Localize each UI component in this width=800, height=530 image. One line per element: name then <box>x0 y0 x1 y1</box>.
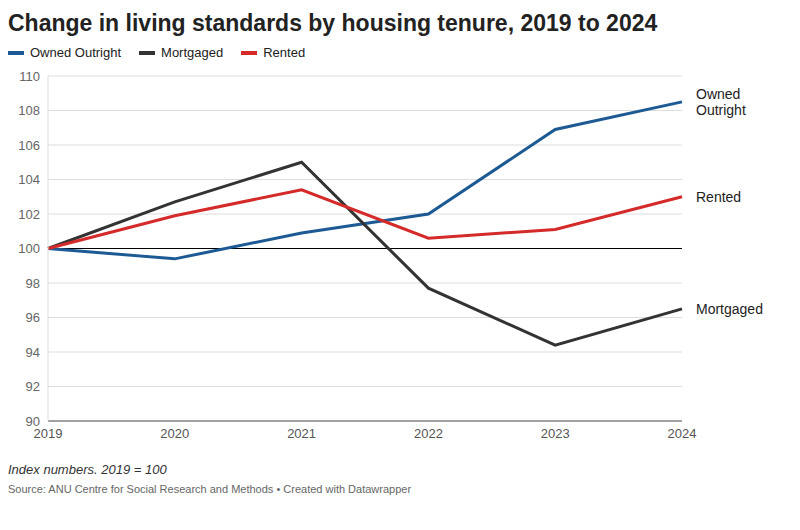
svg-text:96: 96 <box>26 310 40 325</box>
svg-text:2021: 2021 <box>287 426 316 441</box>
svg-text:90: 90 <box>26 414 40 429</box>
svg-text:92: 92 <box>26 379 40 394</box>
html-text:Change in living standards by: Change in living standards by housing te… <box>8 10 658 36</box>
svg-text:98: 98 <box>26 276 40 291</box>
svg-text:2023: 2023 <box>541 426 570 441</box>
svg-text:102: 102 <box>18 207 40 222</box>
svg-text:106: 106 <box>18 138 40 153</box>
html-text:Owned Outright: Owned Outright <box>30 45 121 60</box>
svg-text:104: 104 <box>18 172 40 187</box>
html-text:Index numbers. 2019 = 100: Index numbers. 2019 = 100 <box>8 462 167 477</box>
html-text:Rented: Rented <box>263 45 306 60</box>
svg-text:2022: 2022 <box>414 426 443 441</box>
svg-text:94: 94 <box>26 345 40 360</box>
svg-text:Rented: Rented <box>696 189 741 205</box>
svg-text:108: 108 <box>18 103 40 118</box>
html-text:Source: ANU Centre for Social: Source: ANU Centre for Social Research a… <box>8 483 412 495</box>
svg-text:2020: 2020 <box>160 426 189 441</box>
svg-text:2024: 2024 <box>668 426 697 441</box>
svg-text:100: 100 <box>18 241 40 256</box>
svg-text:OwnedOutright: OwnedOutright <box>696 86 746 118</box>
svg-text:Mortgaged: Mortgaged <box>696 301 763 317</box>
html-text:Mortgaged: Mortgaged <box>161 45 224 60</box>
svg-text:2019: 2019 <box>33 426 63 442</box>
svg-text:110: 110 <box>19 69 40 84</box>
